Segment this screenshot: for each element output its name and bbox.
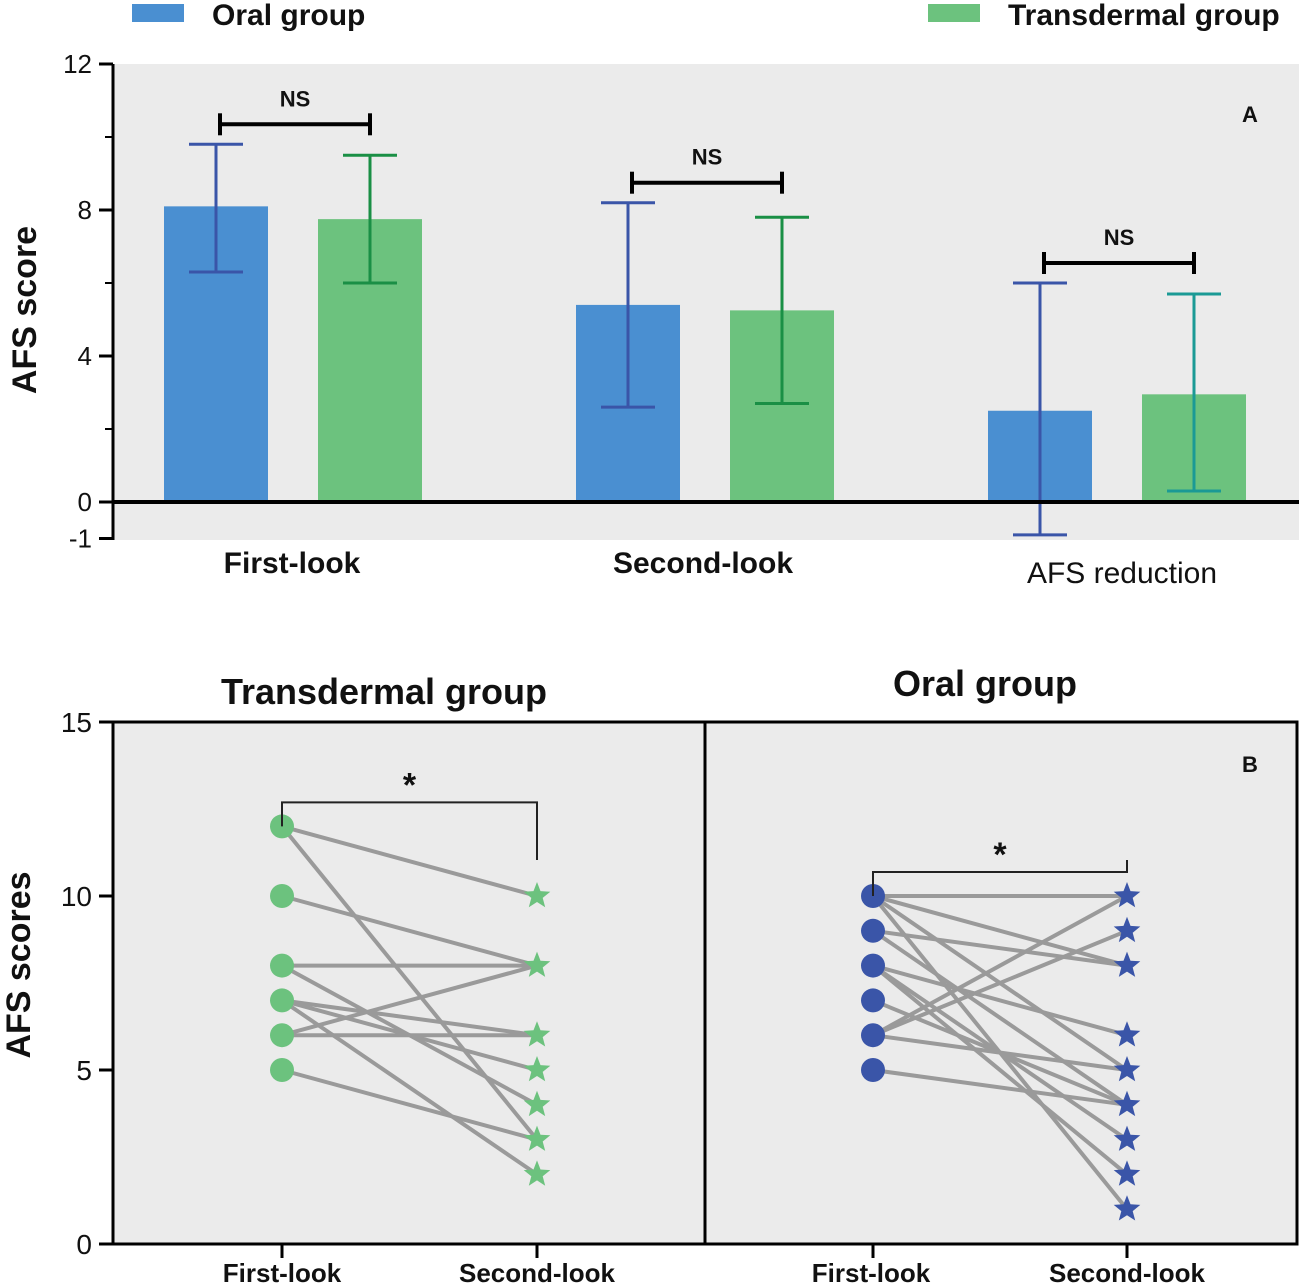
paired-line-0-5 xyxy=(281,998,538,1038)
paired-line-1-11 xyxy=(872,894,1128,1037)
y-tick-label-b-2: 5 xyxy=(76,1055,92,1086)
first-look-point-1-1 xyxy=(861,918,885,943)
sig-bracket-b-1 xyxy=(872,860,1128,896)
first-look-point-1-5 xyxy=(861,1058,885,1082)
plot-area-a xyxy=(113,64,1299,540)
title-transdermal-group: Transdermal group xyxy=(221,671,547,712)
second-look-point-0-0 xyxy=(523,882,551,908)
y-tick-label-a-1: 8 xyxy=(78,195,92,225)
x-label-b-oral-second: Second-look xyxy=(1049,1258,1206,1284)
paired-line-1-1 xyxy=(872,894,1128,968)
y-axis-label-a: AFS score xyxy=(6,226,44,394)
y-tick-label-b-1: 10 xyxy=(61,881,92,912)
second-look-point-1-5 xyxy=(1113,1021,1141,1047)
paired-line-0-7 xyxy=(280,998,539,1177)
second-look-point-0-5 xyxy=(523,1056,551,1082)
paired-line-1-4 xyxy=(871,929,1129,1107)
second-look-point-0-1 xyxy=(523,1125,551,1151)
sig-label-1: NS xyxy=(692,145,723,170)
first-look-point-0-2 xyxy=(270,953,294,978)
second-look-point-1-7 xyxy=(1113,1160,1141,1186)
first-look-point-1-3 xyxy=(861,988,885,1013)
first-look-point-0-5 xyxy=(270,1058,294,1082)
paired-line-1-6 xyxy=(872,963,1128,1038)
legend-transdermal-swatch xyxy=(928,4,980,22)
second-look-point-1-8 xyxy=(1113,916,1141,943)
x-label-afs-reduction: AFS reduction xyxy=(1027,557,1217,590)
paired-line-1-8 xyxy=(871,964,1129,1176)
paired-line-0-2 xyxy=(281,894,538,968)
legend-oral-swatch xyxy=(132,4,184,22)
paired-line-0-1 xyxy=(280,825,539,1141)
panel-label-b: B xyxy=(1242,752,1258,777)
second-look-point-1-2 xyxy=(1113,1056,1141,1082)
x-label-second-look: Second-look xyxy=(613,547,793,580)
panel-label-a: A xyxy=(1242,102,1258,127)
legend-oral-label: Oral group xyxy=(212,0,365,32)
title-oral-group: Oral group xyxy=(893,663,1077,704)
y-tick-label-a-0: 12 xyxy=(63,49,92,79)
second-look-point-0-6 xyxy=(523,1160,551,1186)
y-tick-label-a-2: 4 xyxy=(78,341,92,371)
panel-b: Transdermal group Oral group B * * 15 10 5 0… xyxy=(0,663,1299,1284)
paired-line-0-10 xyxy=(281,1068,538,1142)
second-look-point-0-4 xyxy=(523,1021,551,1047)
y-axis-label-b: AFS scores xyxy=(0,871,38,1058)
second-look-point-1-6 xyxy=(1113,1125,1141,1151)
sig-label-b-1: * xyxy=(993,836,1007,874)
legend-transdermal-label: Transdermal group xyxy=(1008,0,1280,32)
sig-label-0: NS xyxy=(280,86,311,111)
paired-line-0-9 xyxy=(281,963,538,1038)
first-look-point-0-1 xyxy=(270,884,294,908)
sig-label-2: NS xyxy=(1104,225,1135,250)
first-look-point-0-3 xyxy=(270,988,294,1013)
x-label-first-look: First-look xyxy=(224,547,361,580)
y-tick-label-b-3: 0 xyxy=(76,1229,92,1260)
panel-a: Oral group Transdermal group A NS NS NS 12… xyxy=(6,0,1299,590)
sig-bracket-b-0 xyxy=(281,801,538,860)
y-tick-label-a-3: 0 xyxy=(78,487,92,517)
paired-line-1-5 xyxy=(872,928,1128,968)
second-look-point-1-1 xyxy=(1113,951,1141,977)
y-tick-label-b-0: 15 xyxy=(61,707,92,738)
first-look-point-0-4 xyxy=(270,1023,294,1048)
first-look-point-1-2 xyxy=(861,953,885,978)
y-tick-label-a-4: -1 xyxy=(69,524,92,554)
paired-line-1-12 xyxy=(872,1033,1128,1072)
second-look-point-0-2 xyxy=(523,951,551,977)
sig-label-b-0: * xyxy=(403,766,417,804)
first-look-point-1-4 xyxy=(861,1023,885,1048)
second-look-point-1-3 xyxy=(1113,1195,1141,1221)
second-look-point-0-3 xyxy=(523,1090,551,1117)
paired-line-0-0 xyxy=(281,824,538,898)
x-label-b-transdermal-first: First-look xyxy=(223,1258,342,1284)
paired-line-1-13 xyxy=(872,1068,1128,1107)
paired-line-1-10 xyxy=(872,928,1128,1038)
second-look-point-1-0 xyxy=(1113,882,1141,908)
x-label-b-transdermal-second: Second-look xyxy=(459,1258,616,1284)
x-label-b-oral-first: First-look xyxy=(812,1258,931,1284)
second-look-point-1-4 xyxy=(1113,1090,1141,1117)
